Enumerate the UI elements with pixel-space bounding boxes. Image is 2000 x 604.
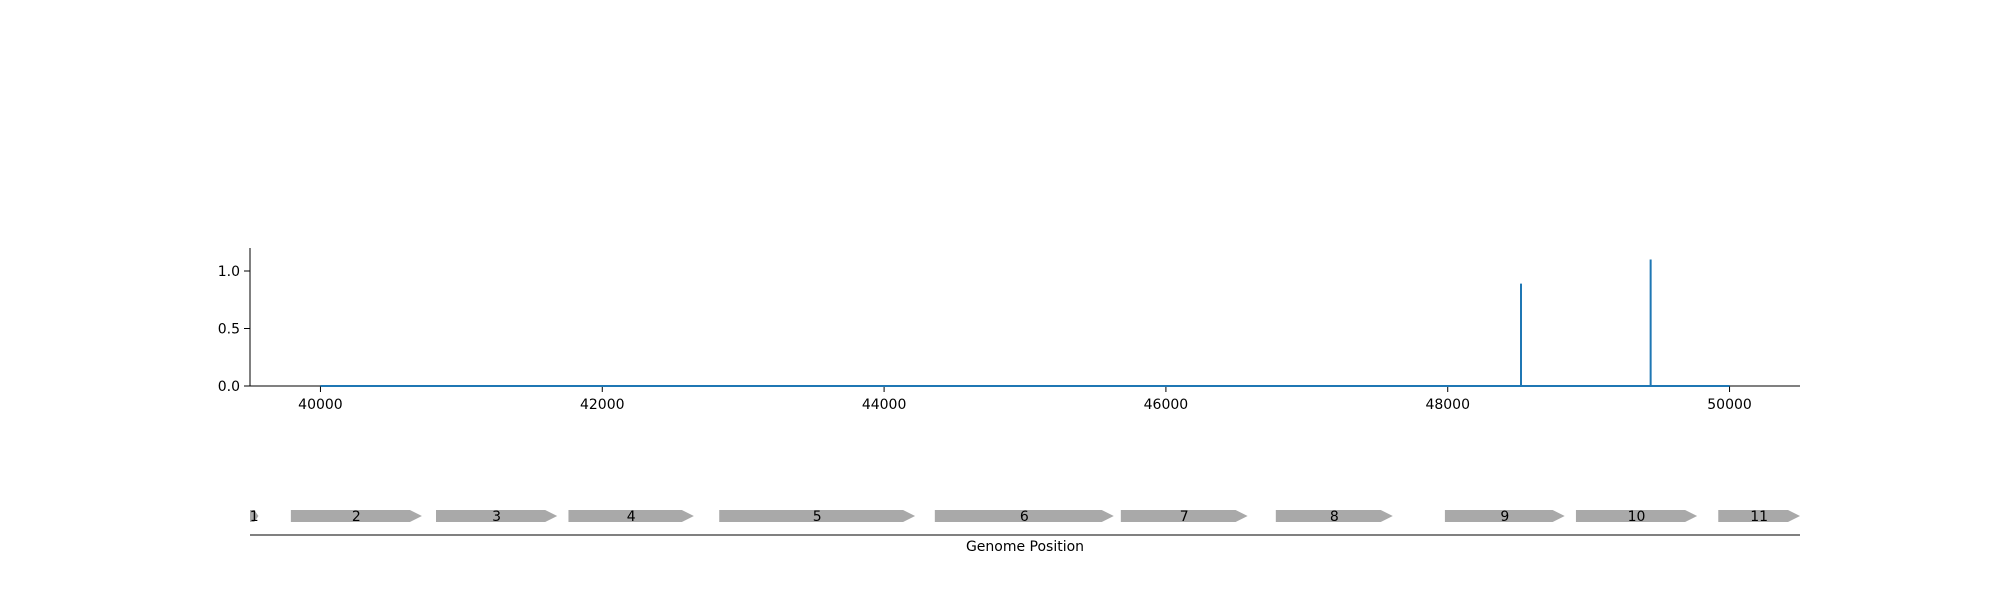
coverage-line bbox=[320, 259, 1730, 387]
x-tick-label: 40000 bbox=[298, 397, 343, 413]
gene-arrow bbox=[934, 510, 1114, 522]
x-tick-label: 50000 bbox=[1707, 397, 1752, 413]
gene-label: 10 bbox=[1628, 509, 1646, 525]
gene-label: 7 bbox=[1180, 509, 1189, 525]
gene-arrow bbox=[1275, 510, 1393, 522]
gene-track: 1 2 3 4 5 6 7 8 9 10 11 bbox=[250, 509, 1800, 536]
gene-label: 2 bbox=[352, 509, 361, 525]
gene-label: 9 bbox=[1500, 509, 1509, 525]
gene-label: 6 bbox=[1020, 509, 1029, 525]
gene-arrow bbox=[250, 510, 259, 522]
gene-label: 4 bbox=[627, 509, 636, 525]
gene-arrow bbox=[568, 510, 694, 522]
x-tick-label: 46000 bbox=[1144, 397, 1189, 413]
coverage-plot: 0.0 0.5 1.0 40000 42000 44000 46000 48000 50000 bbox=[218, 248, 1800, 413]
gene-arrow bbox=[290, 510, 422, 522]
gene-arrow bbox=[1575, 510, 1698, 522]
gene-arrow bbox=[1120, 510, 1248, 522]
x-tick-label: 48000 bbox=[1425, 397, 1470, 413]
y-tick-label: 1.0 bbox=[218, 264, 240, 280]
y-tick-label: 0.0 bbox=[218, 379, 240, 395]
gene-label: 8 bbox=[1330, 509, 1339, 525]
gene-arrow bbox=[719, 510, 916, 522]
x-axis-label: Genome Position bbox=[966, 539, 1084, 555]
x-tick-label: 42000 bbox=[580, 397, 625, 413]
gene-arrow bbox=[1444, 510, 1565, 522]
y-tick-label: 0.5 bbox=[218, 322, 240, 338]
gene-label: 1 bbox=[250, 509, 259, 525]
gene-arrow bbox=[436, 510, 558, 522]
gene-label: 5 bbox=[813, 509, 822, 525]
gene-label: 3 bbox=[492, 509, 501, 525]
gene-arrow bbox=[1718, 510, 1800, 522]
gene-label: 11 bbox=[1750, 509, 1768, 525]
x-tick-label: 44000 bbox=[862, 397, 907, 413]
